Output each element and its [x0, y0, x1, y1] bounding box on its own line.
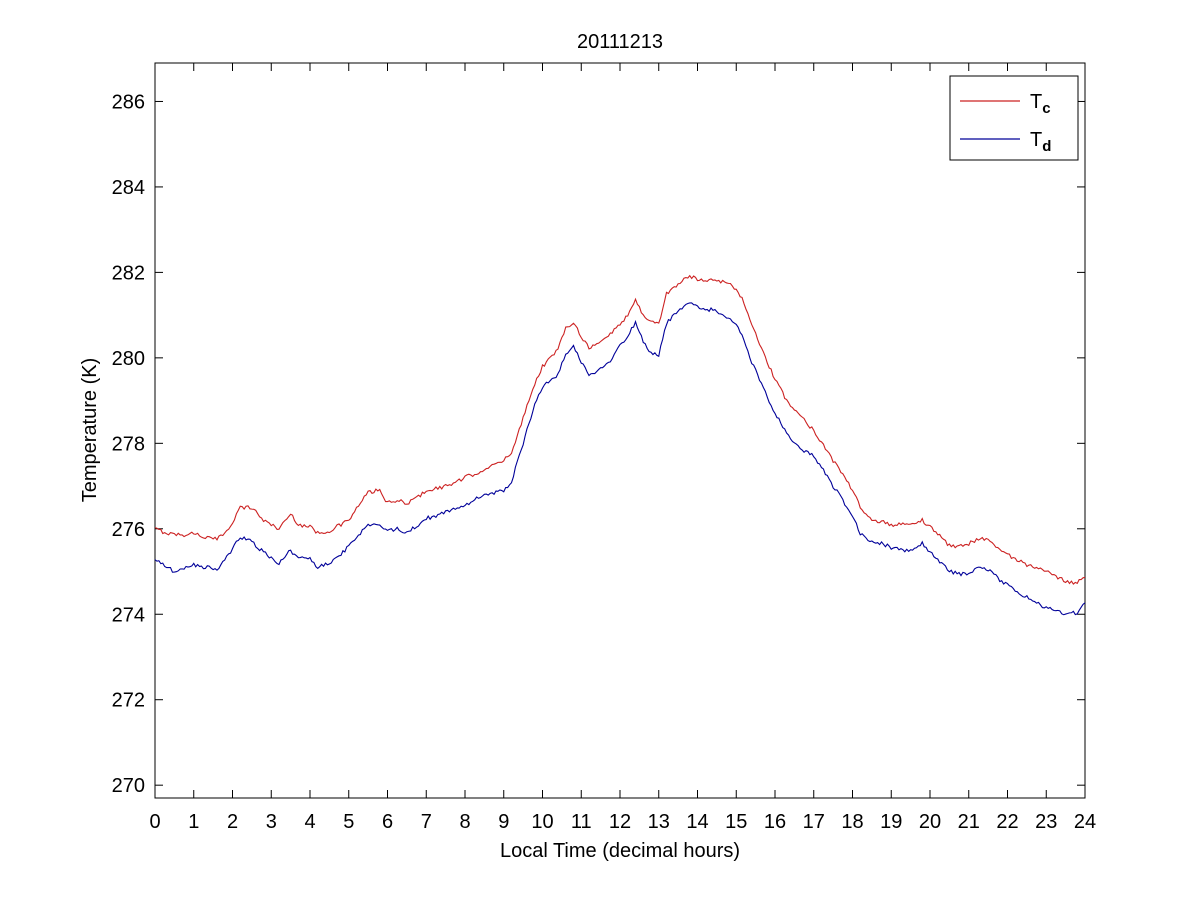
x-tick-label: 13 [648, 811, 670, 833]
x-tick-label: 11 [571, 811, 592, 833]
x-tick-label: 21 [958, 811, 980, 833]
y-tick-label: 280 [112, 348, 145, 370]
x-tick-label: 19 [880, 811, 902, 833]
legend-label-td: Td [1030, 129, 1051, 155]
x-tick-label: 0 [149, 811, 160, 833]
x-tick-label: 16 [764, 811, 786, 833]
x-tick-label: 5 [343, 811, 354, 833]
y-tick-label: 286 [112, 91, 145, 113]
x-tick-label: 23 [1035, 811, 1057, 833]
x-tick-label: 9 [498, 811, 509, 833]
x-axis-label: Local Time (decimal hours) [500, 840, 740, 862]
legend-box [949, 75, 1079, 161]
x-tick-label: 2 [227, 811, 238, 833]
series-line-T_d [154, 302, 1086, 616]
y-axis-label: Temperature (K) [79, 358, 101, 503]
x-tick-label: 1 [188, 811, 199, 833]
x-tick-label: 10 [531, 811, 553, 833]
x-tick-label: 20 [919, 811, 941, 833]
x-tick-label: 6 [382, 811, 393, 833]
y-tick-label: 284 [112, 177, 145, 199]
x-tick-label: 22 [996, 811, 1018, 833]
x-tick-label: 24 [1074, 811, 1096, 833]
x-tick-label: 7 [421, 811, 432, 833]
y-tick-label: 276 [112, 519, 145, 541]
series-line-T_c [154, 274, 1086, 585]
x-tick-label: 3 [266, 811, 277, 833]
y-tick-label: 270 [112, 775, 145, 797]
legend: Tc Td [949, 75, 1079, 161]
x-tick-label: 12 [609, 811, 631, 833]
x-tick-label: 8 [459, 811, 470, 833]
y-tick-label: 278 [112, 433, 145, 455]
axes-box [154, 62, 1086, 799]
chart-title: 20111213 [577, 31, 663, 53]
x-tick-label: 15 [725, 811, 747, 833]
y-tick-label: 272 [112, 690, 145, 712]
x-tick-label: 18 [841, 811, 863, 833]
y-tick-label: 274 [112, 604, 145, 626]
y-tick-label: 282 [112, 262, 145, 284]
x-tick-label: 14 [686, 811, 708, 833]
x-tick-label: 4 [304, 811, 315, 833]
legend-label-tc: Tc [1030, 91, 1051, 117]
plot-area: 0 1 2 3 4 5 6 7 8 9 10 11 12 13 14 15 16 17 18 19 20 21 22 23 24… [112, 63, 1096, 833]
x-tick-label: 17 [803, 811, 825, 833]
